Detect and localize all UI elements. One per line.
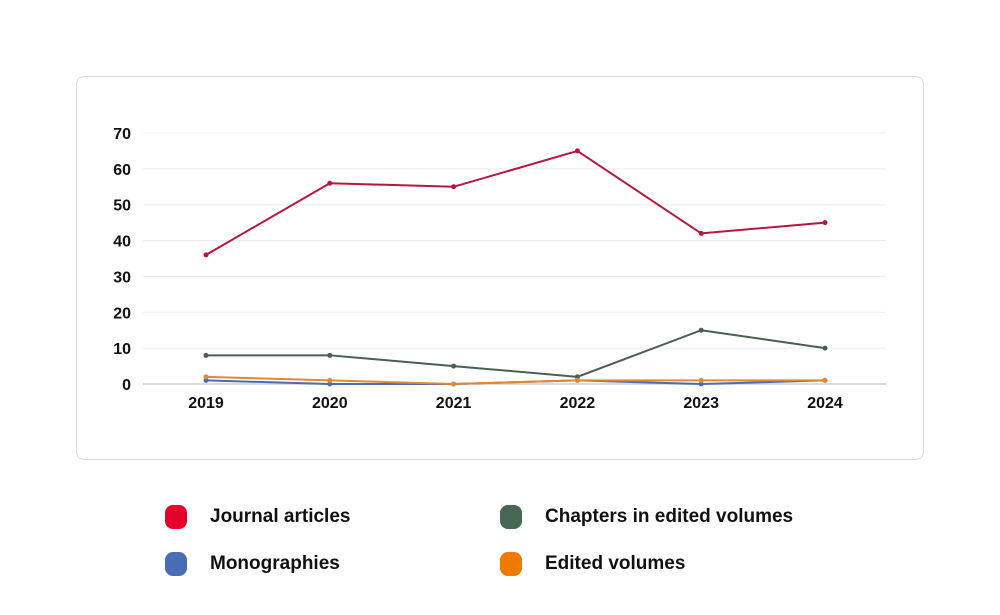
x-tick-label: 2021 — [436, 395, 472, 412]
legend-item: Chapters in edited volumes — [500, 505, 793, 529]
line-chart: 0 10 20 30 40 50 60 70 2019 2020 2021 2022 2023 2024 — [113, 126, 886, 412]
y-tick-label: 50 — [113, 198, 131, 215]
legend-swatch — [500, 505, 522, 529]
chart-card — [76, 76, 924, 460]
series-line — [205, 149, 826, 256]
x-tick-label: 2024 — [807, 395, 843, 412]
data-point — [327, 180, 333, 186]
legend-label: Chapters in edited volumes — [545, 506, 794, 527]
y-tick-label: 70 — [113, 126, 131, 143]
data-point — [822, 220, 828, 226]
series-line — [205, 375, 825, 386]
data-point — [451, 381, 457, 387]
x-tick-label: 2023 — [683, 395, 719, 412]
legend-item: Journal articles — [165, 505, 350, 529]
data-point — [203, 377, 209, 383]
legend-item: Monographies — [165, 552, 340, 576]
x-tick-label: 2022 — [560, 395, 596, 412]
data-point — [574, 374, 580, 380]
legend-swatch — [500, 552, 522, 576]
data-point — [451, 184, 457, 190]
legend-label: Edited volumes — [545, 553, 686, 574]
data-point — [698, 327, 704, 333]
y-tick-label: 20 — [113, 305, 131, 322]
data-point — [698, 377, 704, 383]
data-point — [327, 381, 333, 387]
data-point — [822, 377, 828, 383]
data-point — [327, 377, 333, 383]
data-point — [822, 345, 828, 351]
data-point — [574, 377, 580, 383]
legend-label: Journal articles — [210, 506, 351, 527]
data-point — [698, 230, 704, 236]
series-line — [206, 329, 826, 378]
data-point — [698, 381, 704, 387]
data-point — [203, 352, 209, 358]
data-point — [574, 148, 580, 154]
y-tick-label: 60 — [113, 162, 131, 179]
legend-swatch — [165, 552, 187, 576]
legend-item: Edited volumes — [500, 552, 685, 576]
y-tick-label: 10 — [113, 341, 131, 358]
x-tick-label: 2019 — [188, 395, 224, 412]
y-tick-label: 0 — [122, 377, 131, 394]
y-tick-label: 40 — [113, 234, 131, 251]
y-tick-label: 30 — [113, 269, 131, 286]
x-tick-label: 2020 — [312, 395, 348, 412]
data-point — [203, 374, 209, 380]
data-point — [327, 352, 333, 358]
legend-label: Monographies — [210, 553, 340, 574]
data-point — [451, 363, 457, 369]
legend-swatch — [165, 505, 187, 529]
data-point — [203, 252, 209, 258]
